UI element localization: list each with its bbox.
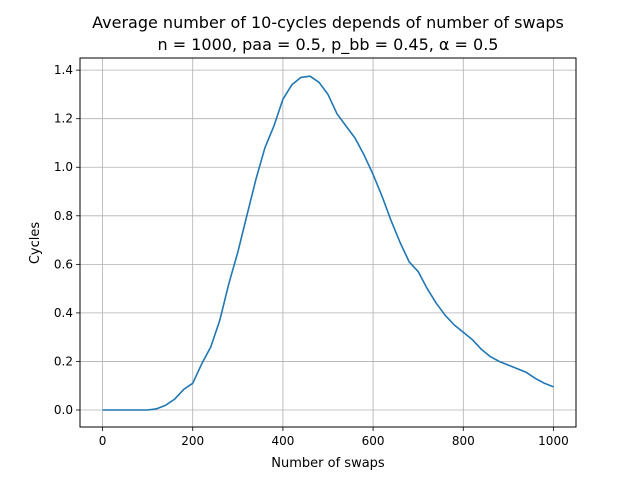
chart-subtitle: n = 1000, paa = 0.5, p_bb = 0.45, α = 0.… [158,35,499,55]
y-tick-label: 1.2 [54,112,73,126]
series-line [102,75,554,411]
x-axis-label: Number of swaps [271,456,385,471]
grid [80,58,576,427]
x-tick-label: 600 [362,434,385,448]
y-tick-label: 1.0 [54,160,73,174]
x-tick-label: 0 [99,434,107,448]
y-tick-label: 0.8 [54,209,73,223]
axis-ticks: 0 200 400 600 800 1000 0.0 0.2 0.4 0.6 0.8 1.0 1.2 1.… [54,63,569,448]
x-tick-label: 800 [452,434,475,448]
y-tick-label: 0.4 [54,306,73,320]
y-tick-label: 0.0 [54,403,73,417]
y-tick-label: 0.6 [54,257,73,271]
y-tick-label: 1.4 [54,63,73,77]
series-layer [102,75,554,411]
y-tick-label: 0.2 [54,354,73,368]
y-axis-label: Cycles [28,222,43,265]
chart-title: Average number of 10-cycles depends of n… [92,13,564,32]
x-tick-label: 1000 [538,434,569,448]
x-tick-label: 400 [271,434,294,448]
plot-frame [79,57,577,428]
x-tick-label: 200 [181,434,204,448]
